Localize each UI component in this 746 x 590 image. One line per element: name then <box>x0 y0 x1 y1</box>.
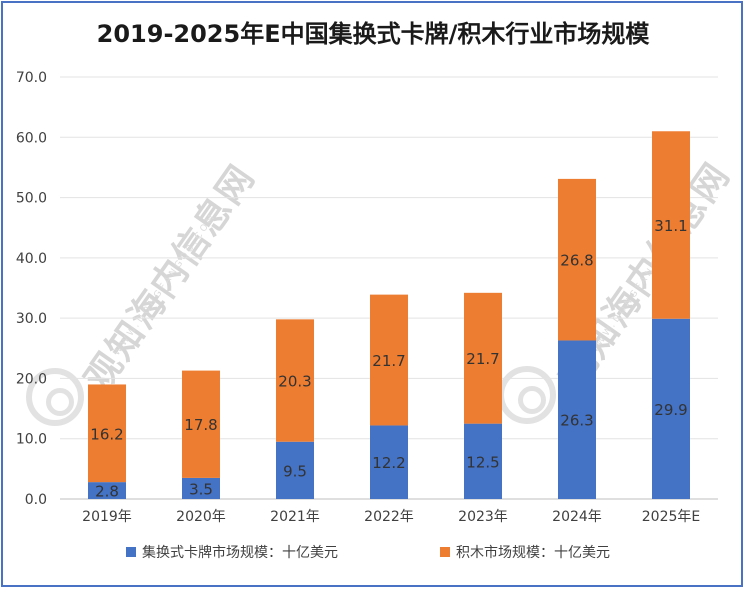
x-axis: 2019年 2020年 2021年 2022年 2023年 2024年 2025年E <box>82 509 700 525</box>
chart-title: 2019-2025年E中国集换式卡牌/积木行业市场规模 <box>96 20 650 48</box>
x-tick-label: 2023年 <box>458 509 508 525</box>
y-tick-label: 0.0 <box>25 492 47 508</box>
bar-segment-cards <box>652 318 690 499</box>
y-tick-label: 40.0 <box>16 251 47 267</box>
x-tick-label: 2020年 <box>176 509 226 525</box>
data-label: 29.9 <box>654 401 687 419</box>
bar-segment-cards <box>558 340 596 499</box>
y-tick-label: 10.0 <box>16 432 47 448</box>
x-tick-label: 2022年 <box>364 509 414 525</box>
data-label: 31.1 <box>654 217 687 235</box>
y-tick-label: 20.0 <box>16 371 47 387</box>
bar-segment-blocks <box>276 319 314 442</box>
bar-segment-cards <box>88 482 126 499</box>
legend-label: 积木市场规模：十亿美元 <box>456 544 610 561</box>
legend-swatch <box>440 547 450 557</box>
bar-segment-cards <box>464 423 502 499</box>
bar-segment-blocks <box>88 384 126 483</box>
data-label: 2.8 <box>95 483 119 501</box>
data-label: 12.5 <box>466 453 499 471</box>
x-tick-label: 2025年E <box>642 509 700 525</box>
y-tick-label: 60.0 <box>16 130 47 146</box>
x-tick-label: 2019年 <box>82 509 132 525</box>
watermark-logo-left <box>26 368 84 426</box>
bar-segment-blocks <box>464 292 502 424</box>
y-tick-label: 30.0 <box>16 311 47 327</box>
bars: 2.8 16.2 3.5 17.8 9.5 20.3 12.2 21.7 12.5 21.7 26.… <box>88 131 690 501</box>
legend: 集换式卡牌市场规模：十亿美元 积木市场规模：十亿美元 <box>126 544 610 561</box>
bar-segment-blocks <box>370 294 408 426</box>
data-label: 21.7 <box>466 350 499 368</box>
bar-segment-cards <box>276 441 314 499</box>
data-label: 26.3 <box>560 412 593 430</box>
y-tick-label: 70.0 <box>16 70 47 86</box>
bar-segment-cards <box>182 477 220 499</box>
data-label: 21.7 <box>372 352 405 370</box>
data-label: 17.8 <box>184 416 217 434</box>
bar-segment-blocks <box>558 178 596 341</box>
x-tick-label: 2024年 <box>552 509 602 525</box>
data-label: 3.5 <box>189 480 213 498</box>
data-label: 20.3 <box>278 373 311 391</box>
bar-segment-cards <box>370 425 408 499</box>
data-label: 26.8 <box>560 252 593 270</box>
legend-swatch <box>126 547 136 557</box>
legend-label: 集换式卡牌市场规模：十亿美元 <box>142 544 338 561</box>
data-label: 16.2 <box>90 425 123 443</box>
bar-segment-blocks <box>182 370 220 478</box>
y-axis: 0.0 10.0 20.0 30.0 40.0 50.0 60.0 70.0 <box>16 70 47 508</box>
data-label: 9.5 <box>283 462 307 480</box>
data-label: 12.2 <box>372 454 405 472</box>
y-tick-label: 50.0 <box>16 191 47 207</box>
bar-segment-blocks <box>652 131 690 319</box>
x-tick-label: 2021年 <box>270 509 320 525</box>
